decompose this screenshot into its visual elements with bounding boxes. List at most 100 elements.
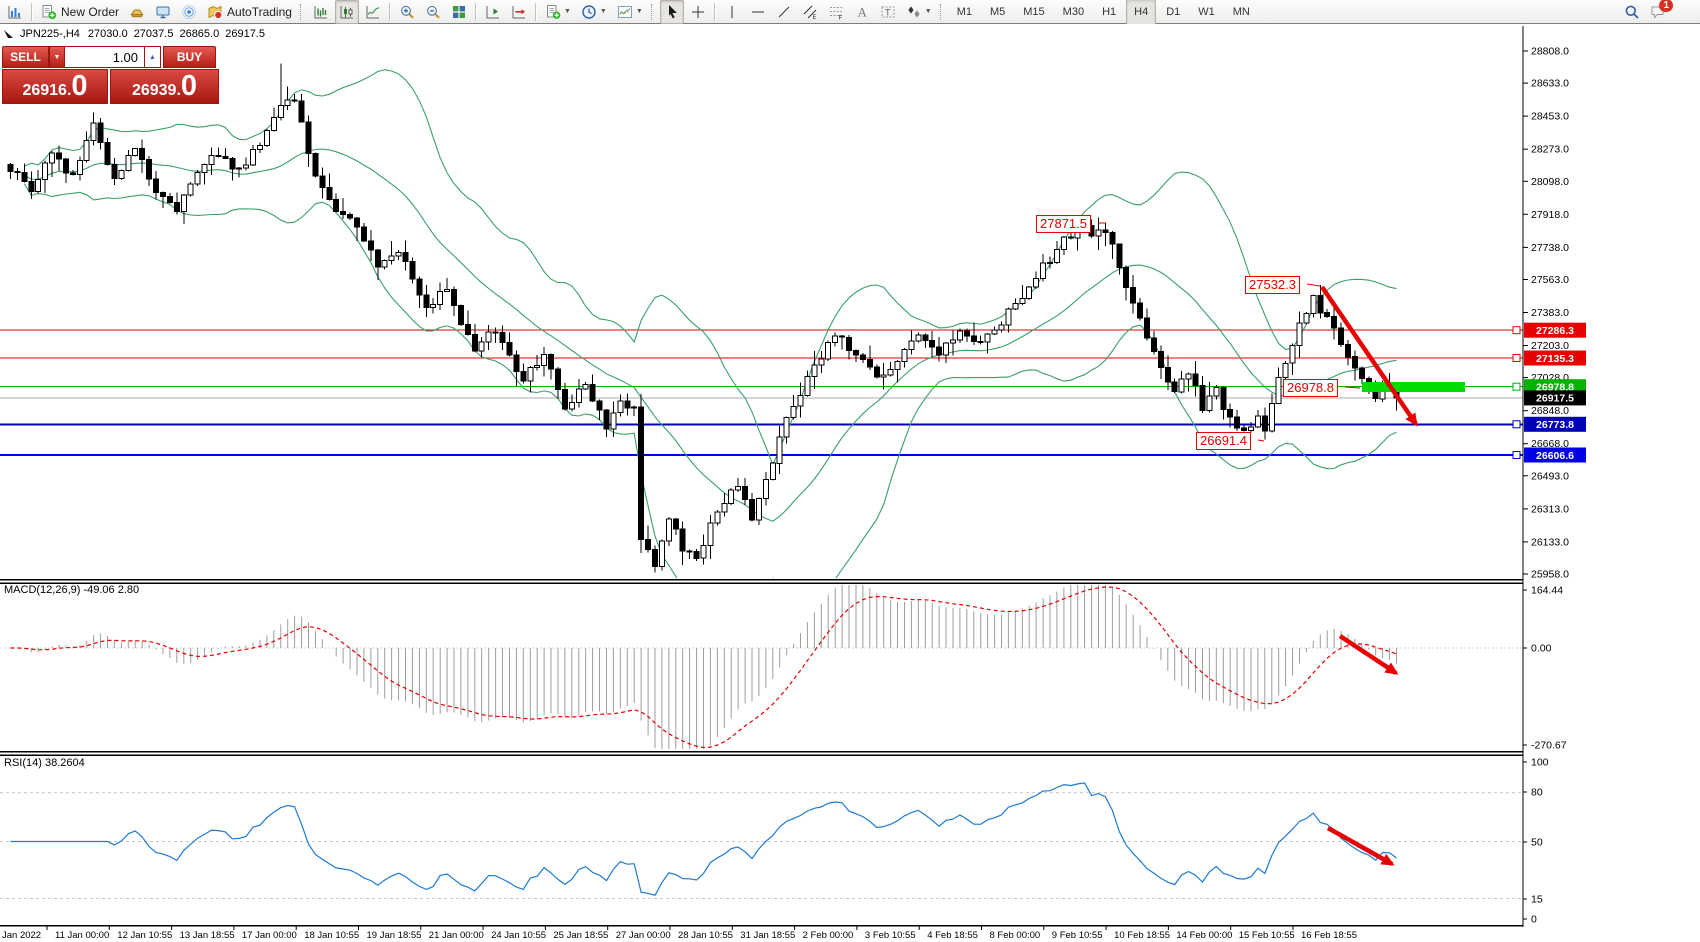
time-tick-label: 13 Jan 18:55	[180, 930, 235, 941]
time-tick-label: 27 Jan 00:00	[616, 930, 671, 941]
chart-icon	[4, 30, 13, 38]
templates-button[interactable]: ▼	[541, 0, 575, 24]
bar-chart-button[interactable]	[309, 0, 333, 24]
text-button[interactable]: A	[850, 0, 874, 24]
time-tick-label: 10 Feb 18:55	[1114, 930, 1170, 941]
text-icon: A	[854, 4, 870, 20]
new-order-button[interactable]: New Order	[37, 0, 123, 24]
rsi-axis-label: 0	[1523, 914, 1537, 926]
vertical-line-button[interactable]	[720, 0, 744, 24]
zoom-in-button[interactable]	[395, 0, 419, 24]
chart-shift-button[interactable]	[481, 0, 505, 24]
rsi-indicator	[0, 782, 1523, 899]
svg-text:0.00: 0.00	[1531, 643, 1552, 655]
fibonacci-button[interactable]: F	[824, 0, 848, 24]
volume-input[interactable]	[65, 46, 145, 68]
timeframe-m5-button[interactable]: M5	[982, 0, 1013, 25]
timeframe-m30-button[interactable]: M30	[1055, 0, 1092, 25]
horizontal-line-button[interactable]	[746, 0, 770, 24]
label-button[interactable]: T	[876, 0, 900, 24]
rsi-label: RSI(14) 38.2604	[4, 757, 85, 769]
macd-label: MACD(12,26,9) -49.06 2.80	[4, 584, 140, 596]
toolbar-separator	[388, 2, 391, 21]
price-tick-label: 28273.0	[1531, 144, 1569, 156]
time-tick-label: 25 Jan 18:55	[553, 930, 608, 941]
arrows-button[interactable]: ▼	[902, 0, 936, 24]
price-tick-label: 28808.0	[1531, 46, 1569, 58]
sell-button[interactable]: SELL	[2, 46, 49, 68]
chevron-down-icon: ▼	[635, 8, 643, 15]
zoom-out-button[interactable]	[421, 0, 445, 24]
button-label: AutoTrading	[227, 4, 292, 19]
close-value: 26917.5	[225, 28, 265, 40]
new-chart-button[interactable]	[3, 0, 27, 24]
label-icon: T	[880, 4, 896, 20]
toolbar-grip	[939, 3, 944, 20]
rsi-axis-label: 80	[1523, 787, 1543, 799]
button-label: M15	[1023, 5, 1045, 18]
timeframe-m1-button[interactable]: M1	[949, 0, 980, 25]
chart-shift-icon	[485, 4, 501, 20]
gold-button[interactable]	[125, 0, 149, 24]
price-tick-label: 28453.0	[1531, 111, 1569, 123]
vertical-line-icon	[724, 4, 740, 20]
line-chart-button[interactable]	[361, 0, 385, 24]
time-tick-label: Jan 2022	[2, 930, 41, 941]
sell-price-pip: 0	[71, 70, 88, 102]
timeframe-h4-button[interactable]: H4	[1126, 0, 1157, 25]
timeframe-mn-button[interactable]: MN	[1225, 0, 1258, 25]
toolbar-separator	[31, 2, 33, 21]
timeframe-h1-button[interactable]: H1	[1094, 0, 1124, 25]
svg-text:E: E	[812, 15, 816, 20]
autotrading-button[interactable]: AutoTrading	[203, 0, 296, 24]
cursor-icon	[664, 4, 680, 20]
candlestick-button[interactable]	[334, 0, 359, 24]
search-icon	[1624, 4, 1640, 20]
buy-price-pip: 0	[180, 70, 198, 102]
sell-price[interactable]: 26916. 0	[2, 69, 108, 104]
buy-price[interactable]: 26939. 0	[110, 69, 219, 104]
notification-badge: 1	[1659, 0, 1673, 12]
time-tick-label: 3 Feb 10:55	[865, 930, 916, 941]
search-button[interactable]	[1620, 0, 1644, 24]
toolbar-separator	[713, 2, 716, 21]
auto-scroll-button[interactable]	[507, 0, 531, 24]
signals-button[interactable]	[177, 0, 201, 24]
svg-text:164.44: 164.44	[1531, 585, 1563, 597]
cursor-button[interactable]	[659, 0, 684, 24]
time-tick-label: 24 Jan 10:55	[491, 930, 546, 941]
price-tick-label: 27563.0	[1531, 274, 1569, 286]
time-tick-label: 17 Jan 00:00	[242, 930, 297, 941]
periods-button[interactable]: ▼	[577, 0, 611, 24]
price-axis: 28808.0 28633.0 28453.0 28273.0 28098.0 27918…	[1523, 46, 1569, 581]
timeframe-w1-button[interactable]: W1	[1190, 0, 1223, 25]
buy-button[interactable]: BUY	[163, 46, 216, 68]
price-tick-label: 28098.0	[1531, 176, 1569, 188]
time-tick-label: 15 Feb 10:55	[1239, 930, 1295, 941]
price-tick-label: 26848.0	[1531, 405, 1569, 417]
line-chart-icon	[365, 4, 381, 20]
terminal-button[interactable]	[151, 0, 175, 24]
trendline-icon	[776, 4, 792, 20]
price-callout: 26978.8	[1283, 379, 1338, 397]
timeframe-m15-button[interactable]: M15	[1015, 0, 1052, 25]
buy-price-main: 26939	[131, 82, 177, 99]
time-tick-label: 2 Feb 00:00	[803, 930, 854, 941]
indicators-button[interactable]: ▼	[613, 0, 647, 24]
volume-down-button[interactable]: ▼	[49, 46, 65, 68]
notifications-button[interactable]: 1	[1646, 0, 1684, 24]
svg-text:27135.3: 27135.3	[1536, 353, 1574, 365]
trendline-button[interactable]	[772, 0, 796, 24]
volume-up-button[interactable]: ▲	[145, 46, 161, 68]
price-tick-label: 27918.0	[1531, 209, 1569, 221]
crosshair-button[interactable]	[686, 0, 710, 24]
new-order-icon	[41, 4, 57, 20]
channel-button[interactable]: E	[798, 0, 822, 24]
candlesticks	[7, 63, 1400, 573]
zoom-in-icon	[399, 4, 415, 20]
timeframe-d1-button[interactable]: D1	[1158, 0, 1188, 25]
button-label: M1	[956, 5, 972, 18]
tile-windows-button[interactable]	[447, 0, 471, 24]
high-value: 27037.5	[133, 28, 174, 40]
